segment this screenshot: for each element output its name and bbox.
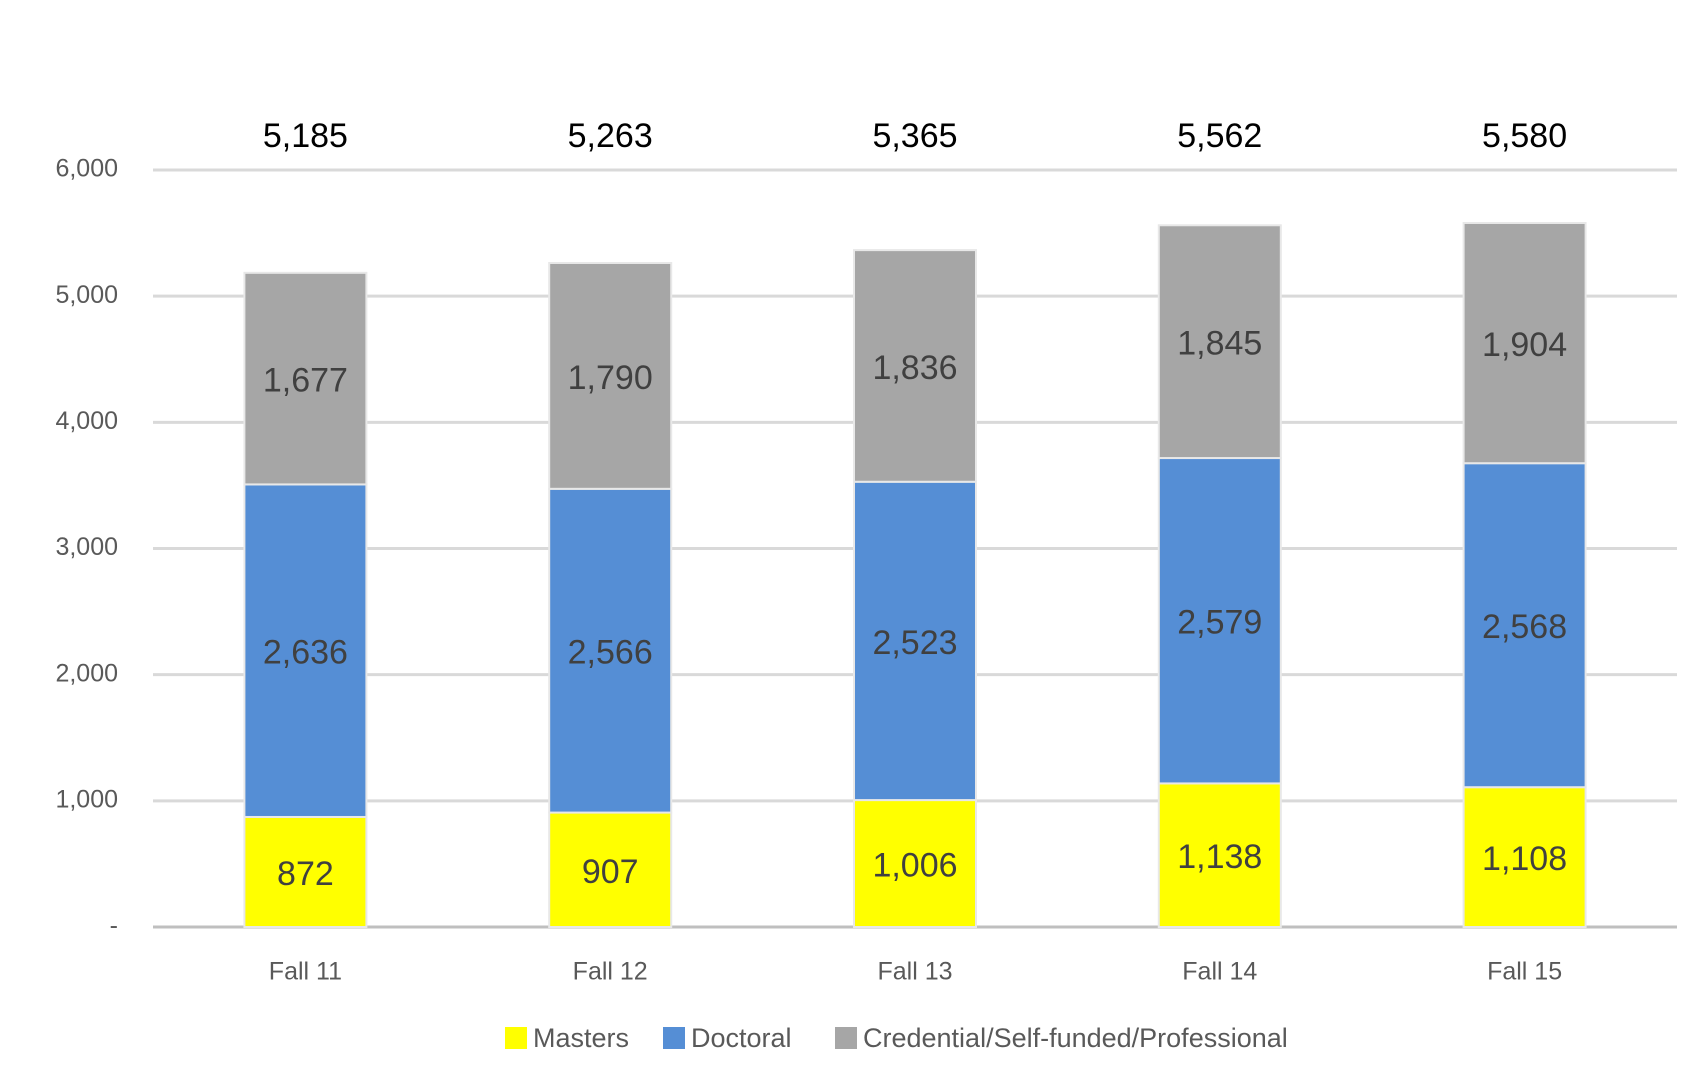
bar-segment: [548, 487, 673, 814]
data-label: 1,845: [1177, 325, 1262, 363]
bar-segment: [1462, 786, 1587, 928]
bar-segment: [853, 799, 977, 929]
x-tick-label: Fall 14: [1182, 958, 1257, 986]
y-tick-label: 1,000: [55, 785, 118, 813]
bar-segment: [1462, 462, 1587, 789]
y-tick-label: -: [110, 912, 118, 940]
bar-segment: [853, 480, 977, 802]
x-tick-label: Fall 11: [269, 958, 342, 986]
data-label: 1,006: [872, 847, 957, 885]
legend-swatch: [505, 1027, 527, 1049]
data-label: 1,677: [263, 362, 348, 400]
y-tick-label: 4,000: [55, 407, 118, 435]
total-label: 5,365: [872, 117, 957, 155]
legend-swatch: [663, 1027, 685, 1049]
x-tick-label: Fall 13: [877, 958, 952, 986]
y-tick-label: 5,000: [55, 281, 118, 309]
data-label: 872: [277, 855, 334, 893]
data-label: 1,108: [1482, 840, 1567, 878]
bar-segment: [1157, 457, 1282, 785]
y-tick-label: 6,000: [55, 155, 118, 183]
legend-label: Credential/Self-funded/Professional: [863, 1023, 1288, 1053]
data-label: 1,836: [872, 349, 957, 387]
bar-segment: [1462, 221, 1587, 465]
total-label: 5,263: [568, 117, 653, 155]
bar-segment: [548, 811, 673, 928]
data-label: 1,138: [1177, 838, 1262, 876]
bar-segment: [243, 483, 368, 818]
bar-segment: [1157, 782, 1282, 929]
legend-label: Masters: [533, 1023, 629, 1053]
total-label: 5,562: [1177, 117, 1262, 155]
data-label: 2,636: [263, 634, 348, 672]
bar-segment: [548, 261, 673, 490]
bar-segment: [853, 249, 977, 483]
y-tick-label: 3,000: [55, 533, 118, 561]
data-label: 907: [582, 853, 639, 891]
data-label: 1,904: [1482, 326, 1567, 364]
x-tick-label: Fall 12: [573, 958, 648, 986]
bar-segment: [1157, 224, 1282, 460]
legend-label: Doctoral: [691, 1023, 792, 1053]
data-label: 1,790: [568, 359, 653, 397]
total-label: 5,580: [1482, 117, 1567, 155]
legend-swatch: [835, 1027, 857, 1049]
x-tick-label: Fall 15: [1487, 958, 1562, 986]
y-tick-label: 2,000: [55, 659, 118, 687]
total-label: 5,185: [263, 117, 348, 155]
bar-segment: [243, 815, 368, 928]
data-label: 2,579: [1177, 604, 1262, 642]
data-label: 2,566: [568, 634, 653, 672]
bar-segment: [243, 271, 368, 486]
data-label: 2,568: [1482, 608, 1567, 646]
data-label: 2,523: [872, 624, 957, 662]
